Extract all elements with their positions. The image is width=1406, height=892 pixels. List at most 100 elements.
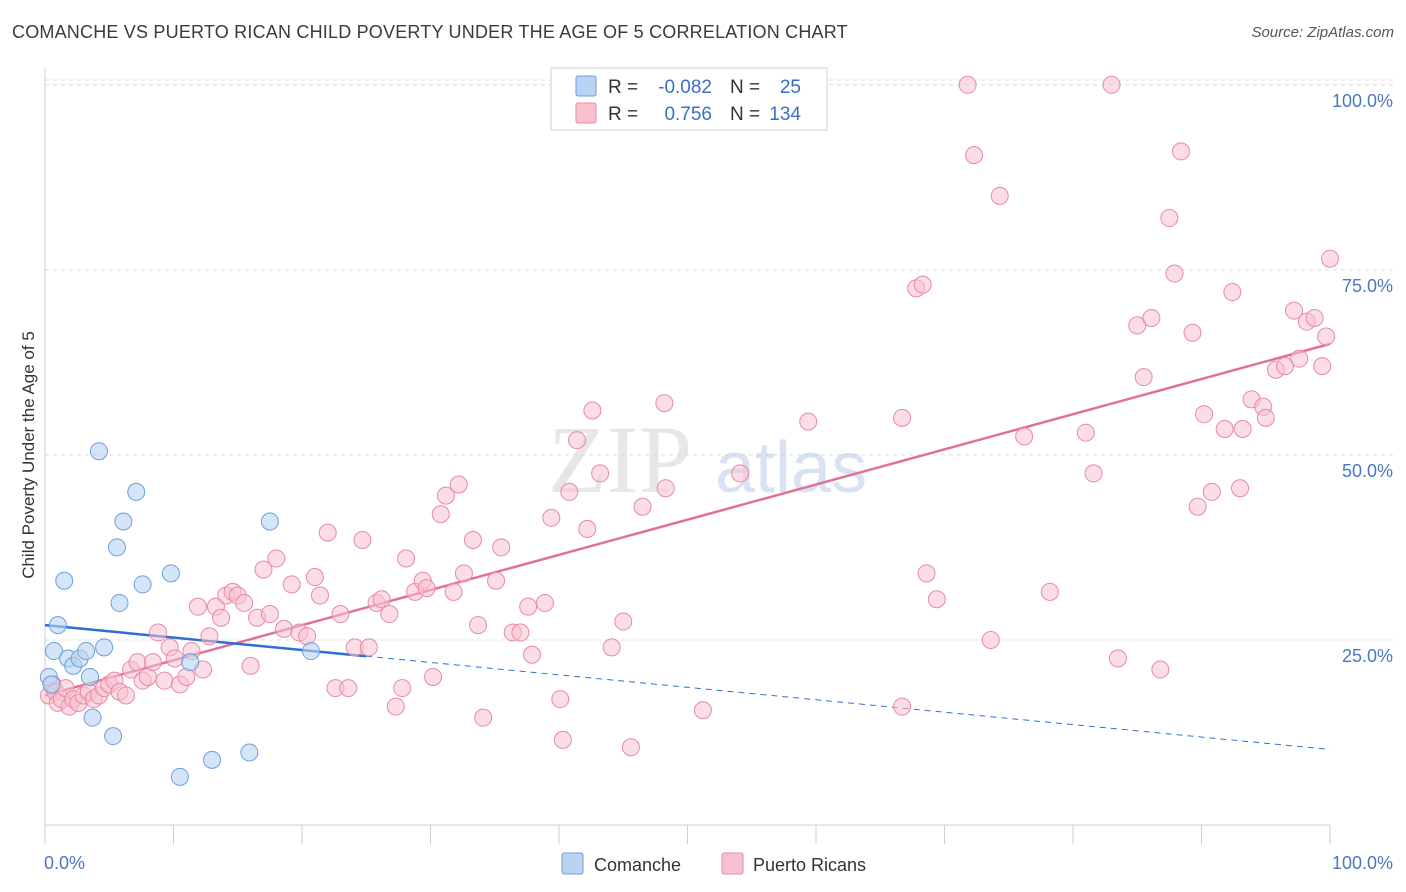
legend-swatch-puerto-ricans: [575, 102, 597, 124]
puerto-rican-point-124: [1195, 405, 1214, 424]
series-legend-swatch-comanche: [561, 852, 584, 875]
series-legend-swatch-puerto-ricans: [721, 852, 744, 875]
puerto-rican-point-107: [981, 630, 1000, 649]
chart-source: Source: ZipAtlas.com: [1251, 24, 1394, 41]
puerto-rican-point-91: [614, 612, 633, 631]
puerto-rican-point-66: [424, 667, 443, 686]
puerto-rican-point-98: [799, 412, 818, 431]
puerto-rican-point-139: [1313, 357, 1332, 376]
puerto-rican-point-56: [359, 638, 378, 657]
puerto-rican-point-121: [1171, 142, 1190, 161]
puerto-rican-point-87: [578, 519, 597, 538]
puerto-rican-point-95: [655, 394, 674, 413]
puerto-rican-point-92: [621, 738, 640, 757]
puerto-rican-point-79: [519, 597, 538, 616]
puerto-rican-point-110: [1040, 582, 1059, 601]
puerto-rican-point-125: [1202, 482, 1221, 501]
series-legend: Comanche Puerto Ricans: [561, 852, 866, 875]
puerto-rican-point-39: [241, 656, 260, 675]
trend-lines: [44, 342, 1331, 750]
puerto-rican-point-113: [1102, 75, 1121, 94]
comanche-point-25: [301, 642, 320, 661]
puerto-rican-point-74: [474, 708, 493, 727]
series-legend-label-puerto-ricans: Puerto Ricans: [753, 855, 866, 875]
comanche-point-3: [48, 616, 67, 635]
puerto-rican-point-42: [260, 605, 279, 624]
puerto-rican-point-93: [633, 497, 652, 516]
comanche-point-16: [114, 512, 133, 531]
puerto-rican-point-73: [469, 616, 488, 635]
puerto-rican-point-75: [487, 571, 506, 590]
puerto-rican-point-138: [1305, 308, 1324, 327]
comanche-point-19: [161, 564, 180, 583]
puerto-rican-point-49: [310, 586, 329, 605]
puerto-rican-point-67: [431, 505, 450, 524]
puerto-rican-point-80: [523, 645, 542, 664]
comanche-point-14: [107, 538, 126, 557]
puerto-rican-point-76: [492, 538, 511, 557]
puerto-rican-point-17: [116, 686, 135, 705]
puerto-rican-point-132: [1256, 408, 1275, 427]
chart-title: COMANCHE VS PUERTO RICAN CHILD POVERTY U…: [12, 22, 848, 42]
puerto-rican-point-89: [583, 401, 602, 420]
puerto-rican-point-30: [188, 597, 207, 616]
puerto-rican-point-47: [298, 627, 317, 646]
comanche-point-10: [83, 708, 102, 727]
axes: [44, 68, 1331, 844]
puerto-rican-point-78: [511, 623, 530, 642]
comanche-point-4: [55, 571, 74, 590]
comanche-point-8: [77, 642, 96, 661]
comanche-point-21: [181, 653, 200, 672]
puerto-rican-point-116: [1134, 368, 1153, 387]
puerto-rican-point-135: [1285, 301, 1304, 320]
puerto-rican-point-129: [1233, 419, 1252, 438]
puerto-rican-point-61: [393, 679, 412, 698]
series-legend-label-comanche: Comanche: [594, 855, 681, 875]
legend-box: [550, 67, 828, 131]
comanche-point-1: [42, 675, 61, 694]
x-tick-labels: 0.0% 100.0%: [44, 853, 1393, 873]
puerto-rican-point-62: [397, 549, 416, 568]
puerto-rican-point-72: [463, 531, 482, 550]
y-tick-label-3: 100.0%: [1332, 91, 1393, 111]
y-axis-label: Child Poverty Under the Age of 5: [19, 331, 38, 579]
puerto-rican-point-24: [155, 671, 174, 690]
puerto-rican-point-141: [1321, 249, 1339, 268]
puerto-rican-point-126: [1215, 419, 1234, 438]
x-tick-label-max: 100.0%: [1332, 853, 1393, 873]
puerto-rican-point-119: [1160, 209, 1179, 228]
comanche-point-24: [260, 512, 279, 531]
legend-n-label-puerto-ricans: N =: [730, 104, 760, 125]
comanche-point-13: [104, 727, 123, 746]
puerto-rican-point-81: [535, 593, 554, 612]
puerto-rican-point-38: [235, 593, 254, 612]
puerto-rican-point-96: [693, 701, 712, 720]
puerto-rican-point-59: [380, 605, 399, 624]
puerto-rican-point-86: [567, 431, 586, 450]
puerto-rican-point-60: [386, 697, 405, 716]
puerto-rican-point-105: [958, 75, 977, 94]
puerto-rican-point-103: [917, 564, 936, 583]
comanche-point-11: [89, 442, 108, 461]
y-tick-labels: 25.0% 50.0% 75.0% 100.0%: [1332, 91, 1393, 666]
puerto-rican-point-53: [339, 679, 358, 698]
puerto-rican-point-22: [143, 653, 162, 672]
puerto-rican-point-23: [149, 623, 168, 642]
gridlines: [45, 79, 1395, 641]
puerto-rican-point-19: [128, 653, 147, 672]
comanche-point-9: [80, 667, 99, 686]
comanche-points: [39, 442, 320, 786]
puerto-rican-point-84: [553, 730, 572, 749]
puerto-rican-point-127: [1223, 283, 1242, 302]
puerto-rican-point-100: [893, 697, 912, 716]
y-tick-label-1: 50.0%: [1342, 461, 1393, 481]
puerto-rican-point-106: [965, 146, 984, 165]
x-tick-label-min: 0.0%: [44, 853, 85, 873]
puerto-rican-point-68: [436, 486, 455, 505]
y-tick-label-2: 75.0%: [1342, 276, 1393, 296]
legend-r-value-puerto-ricans: 0.756: [664, 104, 712, 125]
comanche-point-18: [133, 575, 152, 594]
puerto-rican-point-123: [1188, 497, 1207, 516]
legend-n-value-comanche: 25: [780, 77, 801, 98]
legend-r-label-comanche: R =: [608, 77, 638, 98]
